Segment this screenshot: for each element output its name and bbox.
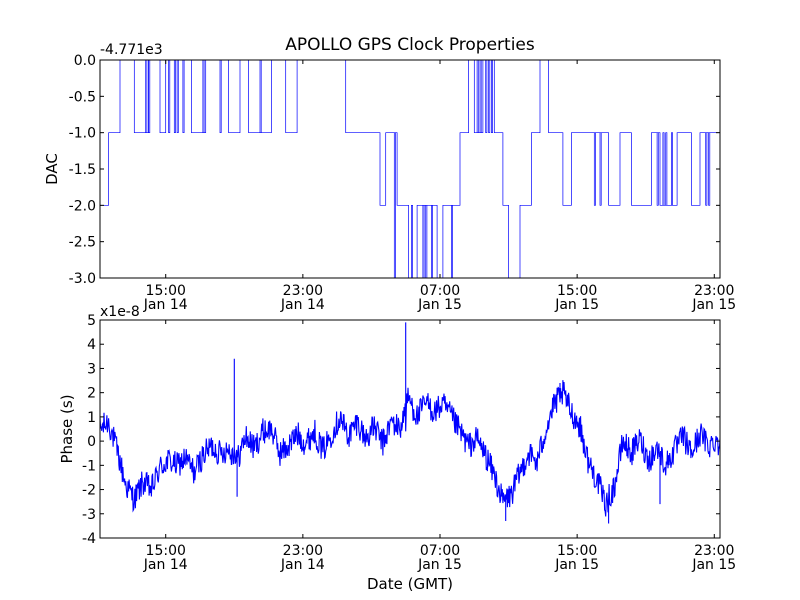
dac-y-tick-label: 0.0: [74, 53, 96, 69]
dac-spike: [259, 60, 262, 133]
dac-y-axis-label: DAC: [43, 153, 61, 185]
dac-spike: [708, 132, 711, 206]
dac-x-tick-hour: 23:00: [694, 283, 734, 299]
phase-y-tick-label: -4: [82, 531, 96, 547]
dac-x-tick-hour: 15:00: [557, 283, 597, 299]
phase-x-tick-hour: 23:00: [694, 543, 734, 559]
dac-spike: [176, 60, 179, 134]
dac-spike: [671, 132, 673, 206]
phase-x-tick-date: Jan 14: [280, 557, 325, 573]
dac-spike: [202, 60, 205, 133]
dac-spike: [656, 132, 659, 206]
phase-series-line: [100, 322, 720, 524]
dac-y-tick-label: -3.0: [69, 271, 96, 287]
phase-plot-area: [100, 322, 720, 524]
phase-axes-frame: [99, 319, 721, 539]
phase-x-tick-hour: 23:00: [283, 543, 323, 559]
phase-y-tick-label: -2: [82, 483, 96, 499]
dac-spike: [393, 132, 396, 278]
dac-x-tick-date: Jan 14: [280, 297, 325, 313]
phase-y-axis-label: Phase (s): [58, 394, 76, 463]
dac-spike: [411, 204, 413, 278]
phase-y-tick-label: -1: [82, 458, 96, 474]
dac-spike: [593, 132, 596, 206]
dac-offset-label: -4.771e3: [100, 42, 163, 58]
dac-spike: [451, 205, 453, 278]
phase-x-tick-hour: 15:00: [146, 543, 186, 559]
dac-x-tick-date: Jan 14: [143, 297, 188, 313]
dac-x-tick-date: Jan 15: [691, 297, 736, 313]
dac-y-tick-label: -2.5: [69, 235, 96, 251]
dac-spike: [491, 60, 493, 134]
dac-spike: [168, 60, 171, 134]
phase-y-tick-label: 3: [87, 361, 96, 377]
dac-spike: [219, 60, 222, 134]
phase-x-tick-date: Jan 14: [143, 557, 188, 573]
phase-x-tick-date: Jan 15: [691, 557, 736, 573]
dac-spike: [662, 132, 665, 206]
x-axis-label: Date (GMT): [367, 575, 453, 593]
dac-spike: [145, 60, 148, 133]
dac-spike: [665, 132, 668, 206]
dac-spike: [476, 60, 479, 133]
chart-title: APOLLO GPS Clock Properties: [285, 35, 535, 55]
dac-series-line: [100, 60, 720, 278]
dac-x-tick-date: Jan 15: [554, 297, 599, 313]
dac-spike: [173, 60, 176, 134]
dac-spike: [182, 60, 185, 134]
phase-x-tick-hour: 15:00: [557, 543, 597, 559]
dac-y-tick-label: -1.0: [69, 126, 96, 142]
phase-x-tick-date: Jan 15: [417, 557, 462, 573]
phase-y-tick-label: 4: [87, 337, 96, 353]
dac-plot-area: [100, 60, 720, 278]
dac-spike: [485, 60, 488, 134]
phase-x-tick-date: Jan 15: [554, 557, 599, 573]
dac-y-tick-label: -2.0: [69, 198, 96, 214]
dac-spike: [425, 205, 428, 278]
dac-y-tick-label: -0.5: [69, 89, 96, 105]
phase-y-tick-label: 0: [87, 434, 96, 450]
phase-y-tick-label: -3: [82, 507, 96, 523]
phase-offset-label: x1e-8: [100, 304, 140, 320]
dac-x-tick-hour: 07:00: [420, 283, 460, 299]
dac-x-tick-date: Jan 15: [417, 297, 462, 313]
dac-x-tick-hour: 23:00: [283, 283, 323, 299]
dac-spike: [488, 60, 491, 134]
dac-spike: [479, 60, 482, 133]
phase-y-tick-label: 2: [87, 386, 96, 402]
dac-spike: [422, 205, 425, 278]
dac-spike: [431, 205, 433, 278]
dac-spike: [705, 132, 708, 206]
dac-x-tick-hour: 15:00: [146, 283, 186, 299]
dac-spike: [148, 60, 151, 134]
phase-y-tick-label: 1: [87, 410, 96, 426]
dac-spike: [599, 132, 602, 206]
phase-x-tick-hour: 07:00: [420, 543, 460, 559]
phase-y-tick-label: 5: [87, 313, 96, 329]
dac-y-tick-label: -1.5: [69, 162, 96, 178]
